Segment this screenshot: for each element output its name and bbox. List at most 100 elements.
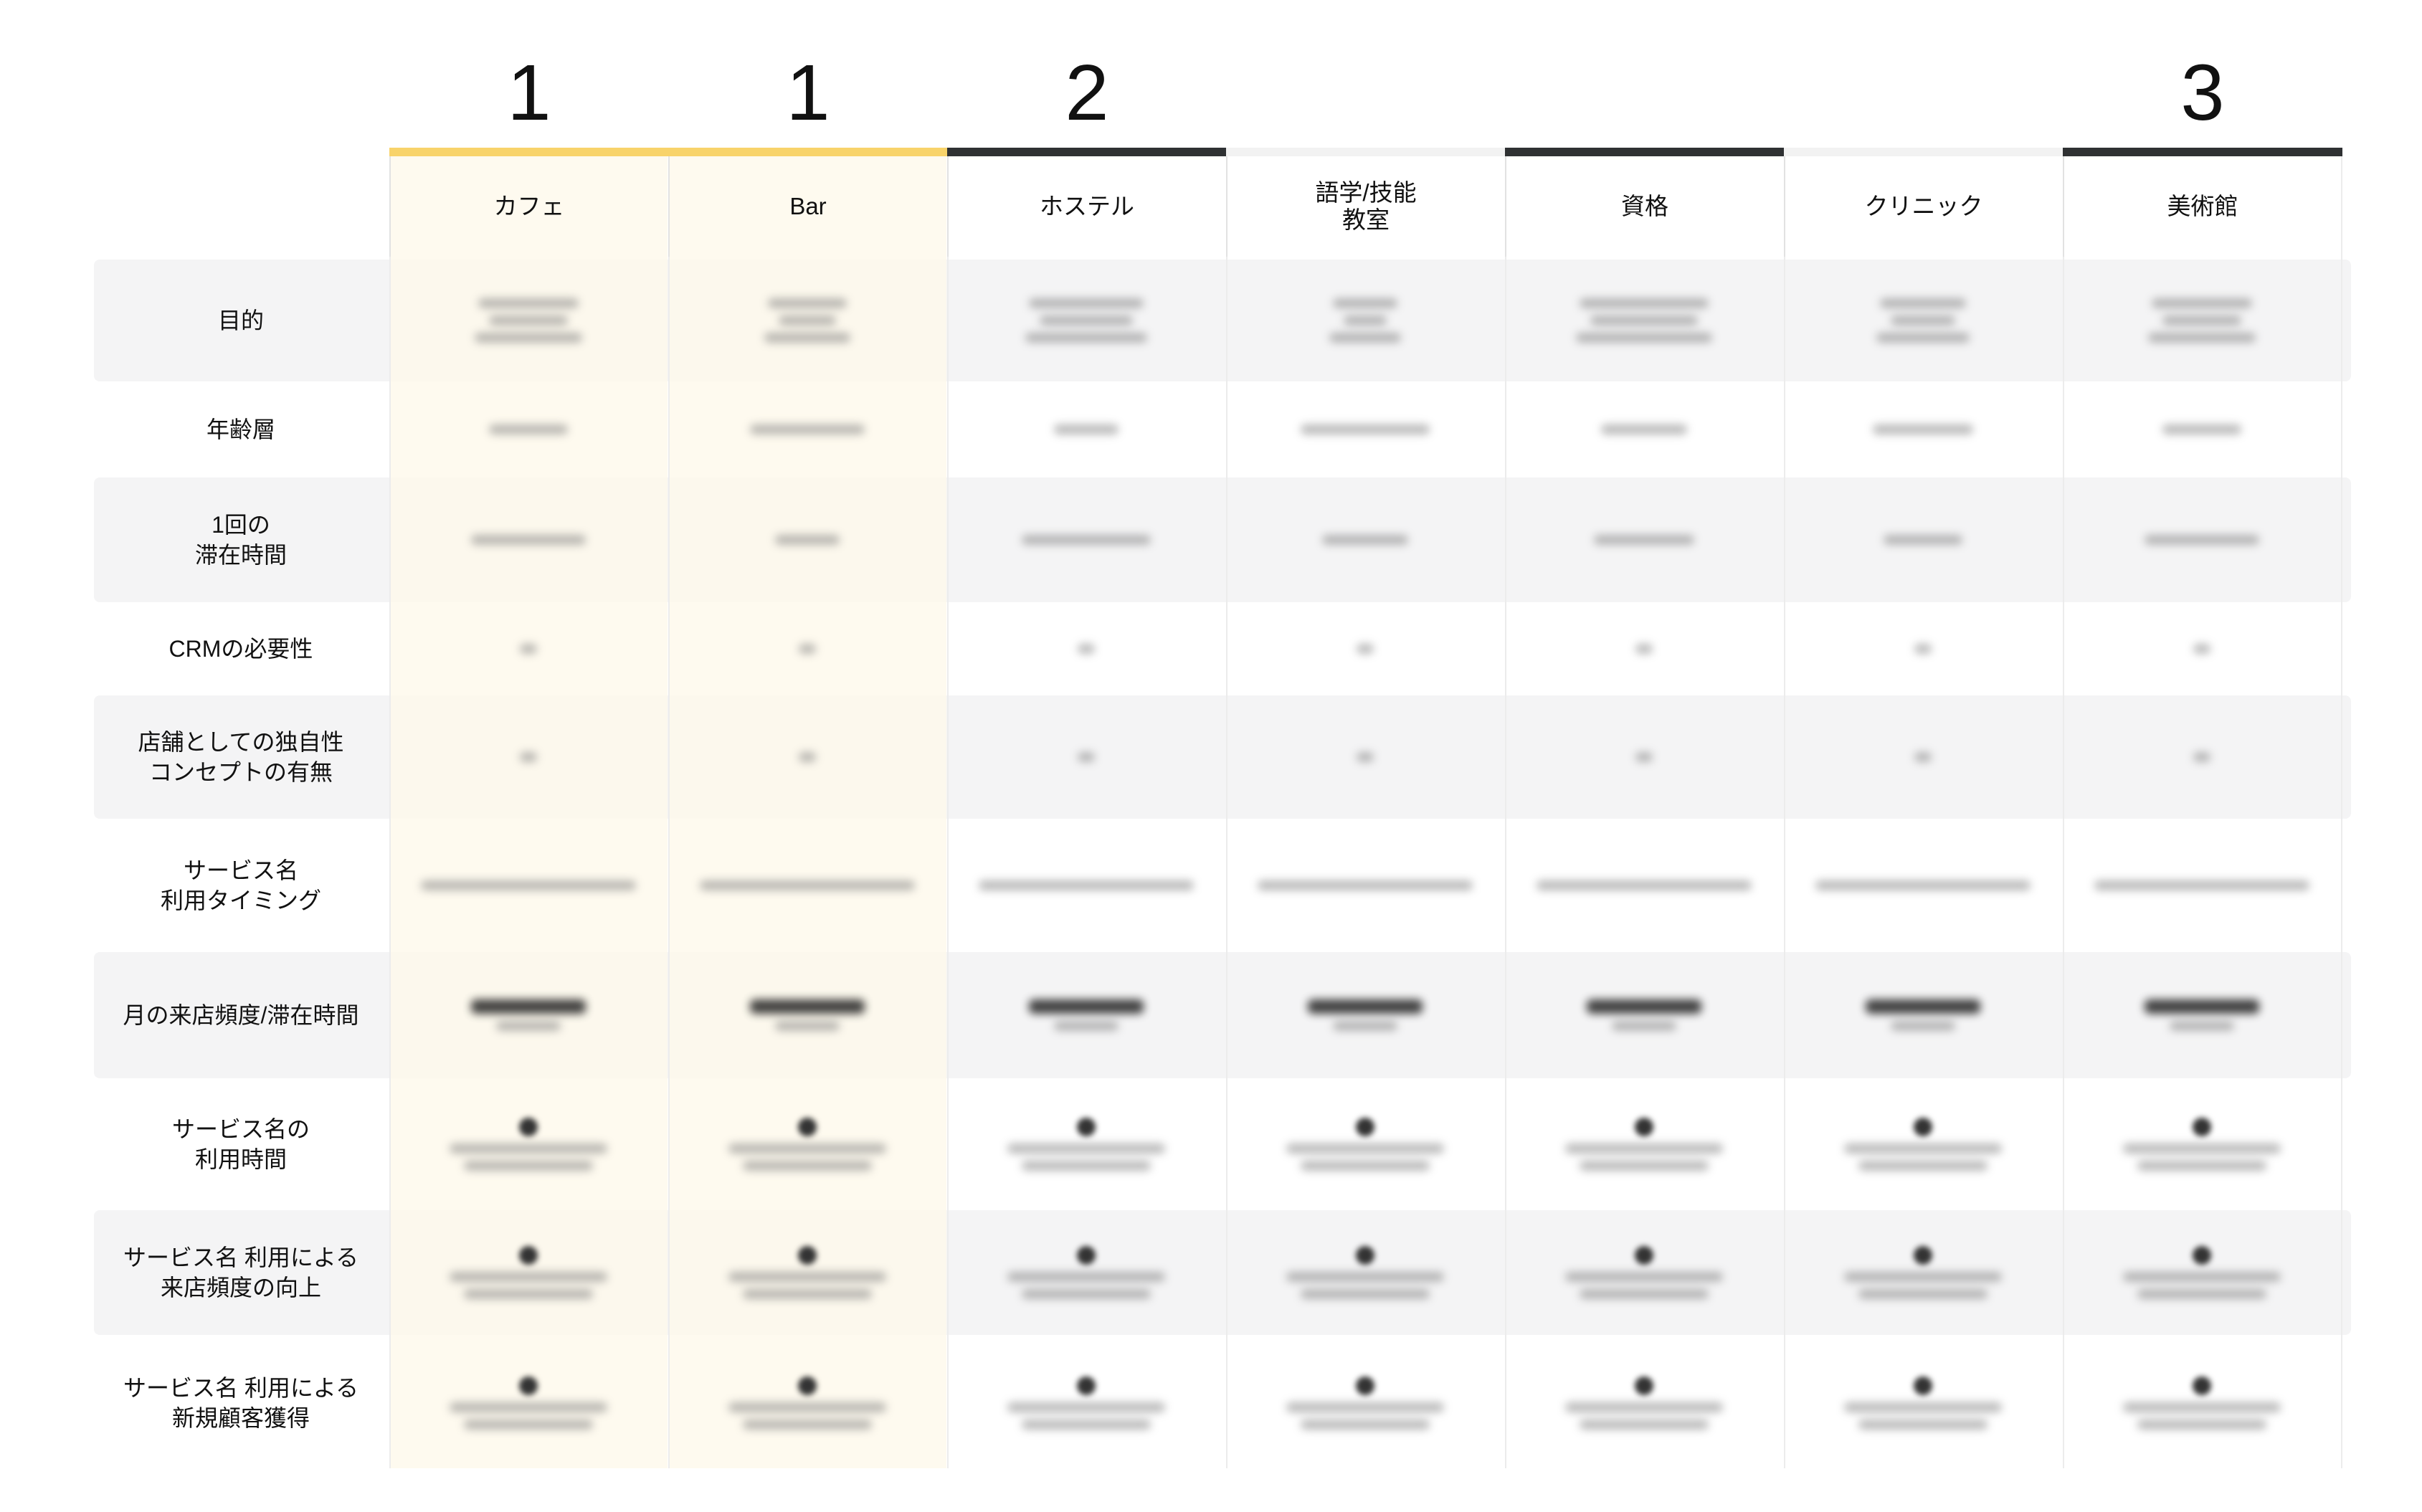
column-top-bar — [1226, 148, 1506, 156]
blurred-icon — [1077, 1118, 1096, 1136]
table-cell — [1226, 384, 1504, 475]
blurred-icon — [1914, 1246, 1932, 1265]
blurred-text — [1884, 535, 1962, 545]
blurred-text — [464, 1161, 593, 1171]
blurred-text — [1844, 1272, 2002, 1282]
table-cell — [668, 1081, 946, 1207]
blurred-text — [1329, 333, 1401, 343]
blurred-text — [1580, 1289, 1709, 1299]
column-header-label: 資格 — [1621, 193, 1668, 219]
rank-number: 2 — [1065, 49, 1109, 137]
row-label: サービス名 利用による 来店頻度の向上 — [123, 1245, 358, 1301]
table-cell — [1784, 605, 2062, 693]
blurred-icon — [1356, 1118, 1374, 1136]
row-label: 1回の 滞在時間 — [194, 512, 287, 568]
table-cell — [2063, 1081, 2341, 1207]
blurred-text — [2152, 298, 2252, 308]
column-header: ホステル — [947, 156, 1225, 257]
blurred-text — [743, 1289, 872, 1299]
table-cell — [668, 257, 946, 384]
blurred-text — [1876, 333, 1970, 343]
column-divider — [668, 257, 670, 1468]
blurred-text — [775, 1021, 840, 1031]
column-header-label: Bar — [789, 193, 827, 219]
blurred-text — [2094, 880, 2309, 890]
table-cell — [1784, 1081, 2062, 1207]
blurred-text — [1858, 1289, 1988, 1299]
blurred-text — [1873, 424, 1973, 434]
table-cell — [668, 475, 946, 605]
table-cell — [947, 384, 1225, 475]
blurred-text — [2193, 644, 2210, 654]
blurred-text — [1286, 1272, 1444, 1282]
table-cell — [947, 605, 1225, 693]
blurred-text — [1322, 535, 1408, 545]
blurred-text — [728, 1143, 886, 1154]
column-divider — [2063, 257, 2064, 1468]
blurred-text — [1565, 1143, 1723, 1154]
blurred-text — [1301, 1420, 1430, 1430]
blurred-icon — [2193, 1246, 2211, 1265]
column-top-bar — [389, 148, 669, 156]
blurred-text — [1022, 1289, 1151, 1299]
blurred-icon — [1914, 1118, 1932, 1136]
table-cell — [2063, 605, 2341, 693]
blurred-text — [1333, 1021, 1397, 1031]
table-cell — [668, 1338, 946, 1468]
blurred-text — [979, 880, 1194, 890]
blurred-icon — [798, 1246, 817, 1265]
column-divider — [1226, 257, 1227, 1468]
table-cell — [1784, 384, 2062, 475]
blurred-text — [2123, 1402, 2281, 1412]
blurred-text — [1301, 1161, 1430, 1171]
table-cell — [1226, 949, 1504, 1081]
blurred-text — [2162, 424, 2241, 434]
column-header: 資格 — [1505, 156, 1783, 257]
blurred-text — [1580, 1420, 1709, 1430]
table-cell — [389, 605, 668, 693]
blurred-text — [799, 752, 816, 762]
blurred-icon — [1077, 1246, 1096, 1265]
blurred-text — [464, 1420, 593, 1430]
blurred-text — [1258, 880, 1473, 890]
blurred-text — [450, 1402, 607, 1412]
blurred-text — [520, 752, 537, 762]
rank-number: 1 — [786, 49, 830, 137]
blurred-text — [1844, 1402, 2002, 1412]
blurred-text — [1357, 752, 1374, 762]
table-cell — [2063, 693, 2341, 822]
blurred-text — [1286, 1402, 1444, 1412]
table-cell — [1784, 475, 2062, 605]
table-cell — [947, 257, 1225, 384]
row-label: サービス名の 利用時間 — [171, 1116, 310, 1172]
blurred-text — [743, 1420, 872, 1430]
blurred-text — [1914, 752, 1932, 762]
blurred-text — [1078, 644, 1095, 654]
blurred-text — [1858, 1161, 1988, 1171]
column-top-bar — [2063, 148, 2342, 156]
column-header: 美術館 — [2063, 156, 2341, 257]
table-cell — [389, 475, 668, 605]
table-cell — [1505, 1338, 1783, 1468]
row-label: 目的 — [217, 308, 264, 333]
blurred-text — [2145, 535, 2259, 545]
blurred-text — [471, 535, 586, 545]
blurred-icon — [2193, 1377, 2211, 1395]
table-cell — [1226, 822, 1504, 949]
table-cell — [1784, 1338, 2062, 1468]
table-cell — [668, 693, 946, 822]
table-cell — [389, 822, 668, 949]
blurred-text — [1576, 333, 1712, 343]
blurred-text — [1580, 298, 1709, 308]
blurred-text — [1054, 424, 1119, 434]
column-divider — [947, 257, 949, 1468]
table-cell — [947, 1207, 1225, 1338]
row-label: 年齢層 — [206, 417, 275, 442]
blurred-text — [1054, 1021, 1119, 1031]
column-divider — [389, 257, 391, 1468]
blurred-text — [489, 424, 568, 434]
blurred-text — [1025, 333, 1147, 343]
blurred-text — [764, 333, 850, 343]
blurred-icon — [798, 1118, 817, 1136]
blurred-text — [1007, 1143, 1165, 1154]
